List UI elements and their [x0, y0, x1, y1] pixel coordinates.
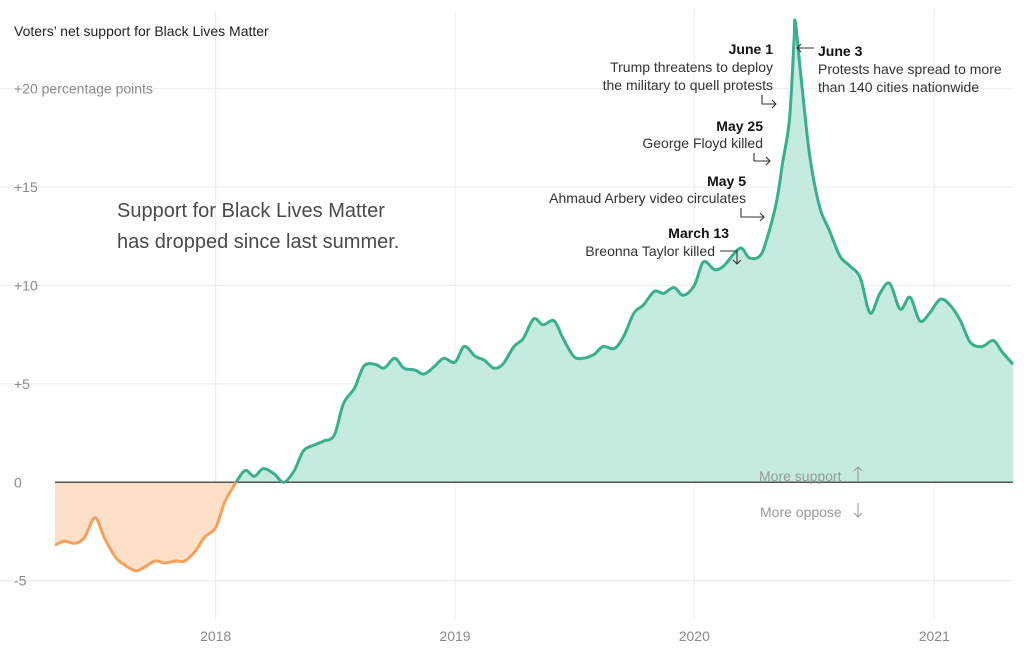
- y-tick-label: +10: [14, 277, 38, 293]
- line-oppose: [54, 481, 238, 573]
- more-oppose-label: More oppose: [760, 504, 842, 520]
- y-tick-label: +15: [14, 179, 38, 195]
- x-tick-label: 2019: [439, 628, 470, 644]
- area-oppose: [55, 482, 236, 571]
- y-axis-ticks: +20 percentage points +15 +10 +5 0 -5: [14, 81, 153, 589]
- down-arrow-icon: [853, 503, 863, 518]
- annotation-june-1-date: June 1: [729, 41, 774, 57]
- annotation-june-3-line-1: Protests have spread to more: [818, 61, 1002, 77]
- annotation-march-13-date: March 13: [668, 225, 729, 241]
- callout-line-2: has dropped since last summer.: [117, 231, 399, 253]
- annotation-may-25-arrow-icon: [753, 153, 771, 166]
- up-arrow-icon: [853, 466, 863, 481]
- area-layer: [55, 19, 1013, 571]
- annotation-may-25-line-1: George Floyd killed: [642, 135, 763, 151]
- more-support-label: More support: [759, 468, 842, 484]
- annotation-june-1-line-2: the military to quell protests: [603, 77, 773, 93]
- y-tick-label: -5: [14, 573, 27, 589]
- annotation-march-13-arrow-icon: [720, 250, 742, 265]
- annotation-may-5-date: May 5: [707, 173, 746, 189]
- line-layer: [54, 18, 1015, 573]
- annotation-june-1-line-1: Trump threatens to deploy: [610, 59, 773, 75]
- x-tick-label: 2020: [679, 628, 710, 644]
- annotation-march-13-line-1: Breonna Taylor killed: [585, 243, 715, 259]
- annotation-may-5-line-1: Ahmaud Arbery video circulates: [549, 190, 746, 206]
- annotation-june-3-arrow-icon: [796, 43, 814, 53]
- y-tick-label: +5: [14, 376, 30, 392]
- annotation-june-3-line-2: than 140 cities nationwide: [818, 79, 979, 95]
- line-support: [234, 18, 1015, 484]
- annotation-june-1-arrow-icon: [761, 95, 777, 109]
- annotation-may-25-date: May 25: [716, 118, 763, 134]
- callout-line-1: Support for Black Lives Matter: [117, 200, 385, 222]
- chart-title: Voters’ net support for Black Lives Matt…: [14, 23, 269, 39]
- x-tick-label: 2018: [200, 628, 231, 644]
- area-support: [236, 19, 1013, 483]
- y-tick-label: 0: [14, 474, 22, 490]
- x-axis-ticks: 2018 2019 2020 2021: [200, 628, 950, 644]
- annotation-may-5-arrow-icon: [740, 208, 765, 222]
- annotation-june-3-date: June 3: [818, 43, 863, 59]
- x-tick-label: 2021: [919, 628, 950, 644]
- y-tick-label: +20 percentage points: [14, 81, 153, 97]
